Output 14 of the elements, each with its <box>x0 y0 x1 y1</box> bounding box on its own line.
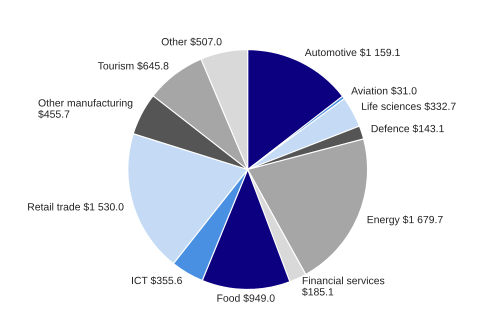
slice-label: Other $507.0 <box>162 38 222 46</box>
slice-label: Retail trade $1 530.0 <box>28 202 124 212</box>
slice-label: Tourism $645.8 <box>98 62 168 70</box>
slice-label: Life sciences $332.7 <box>362 102 456 111</box>
slice-label: Other manufacturing <box>38 98 132 109</box>
slice-label: Food $949.0 <box>217 294 275 302</box>
slice-label: ICT $355.6 <box>132 276 182 285</box>
slice-label: Financial services <box>302 276 384 284</box>
data-label: $185.1 <box>302 288 334 296</box>
slice-label: Automotive $1 159.1 <box>304 48 400 57</box>
slice-label: Aviation $31.0 <box>351 86 417 96</box>
data-label: $455.7 <box>38 110 70 118</box>
slice-label: Energy $1 679.7 <box>368 215 443 226</box>
slice-label: Defence $143.1 <box>372 124 444 133</box>
